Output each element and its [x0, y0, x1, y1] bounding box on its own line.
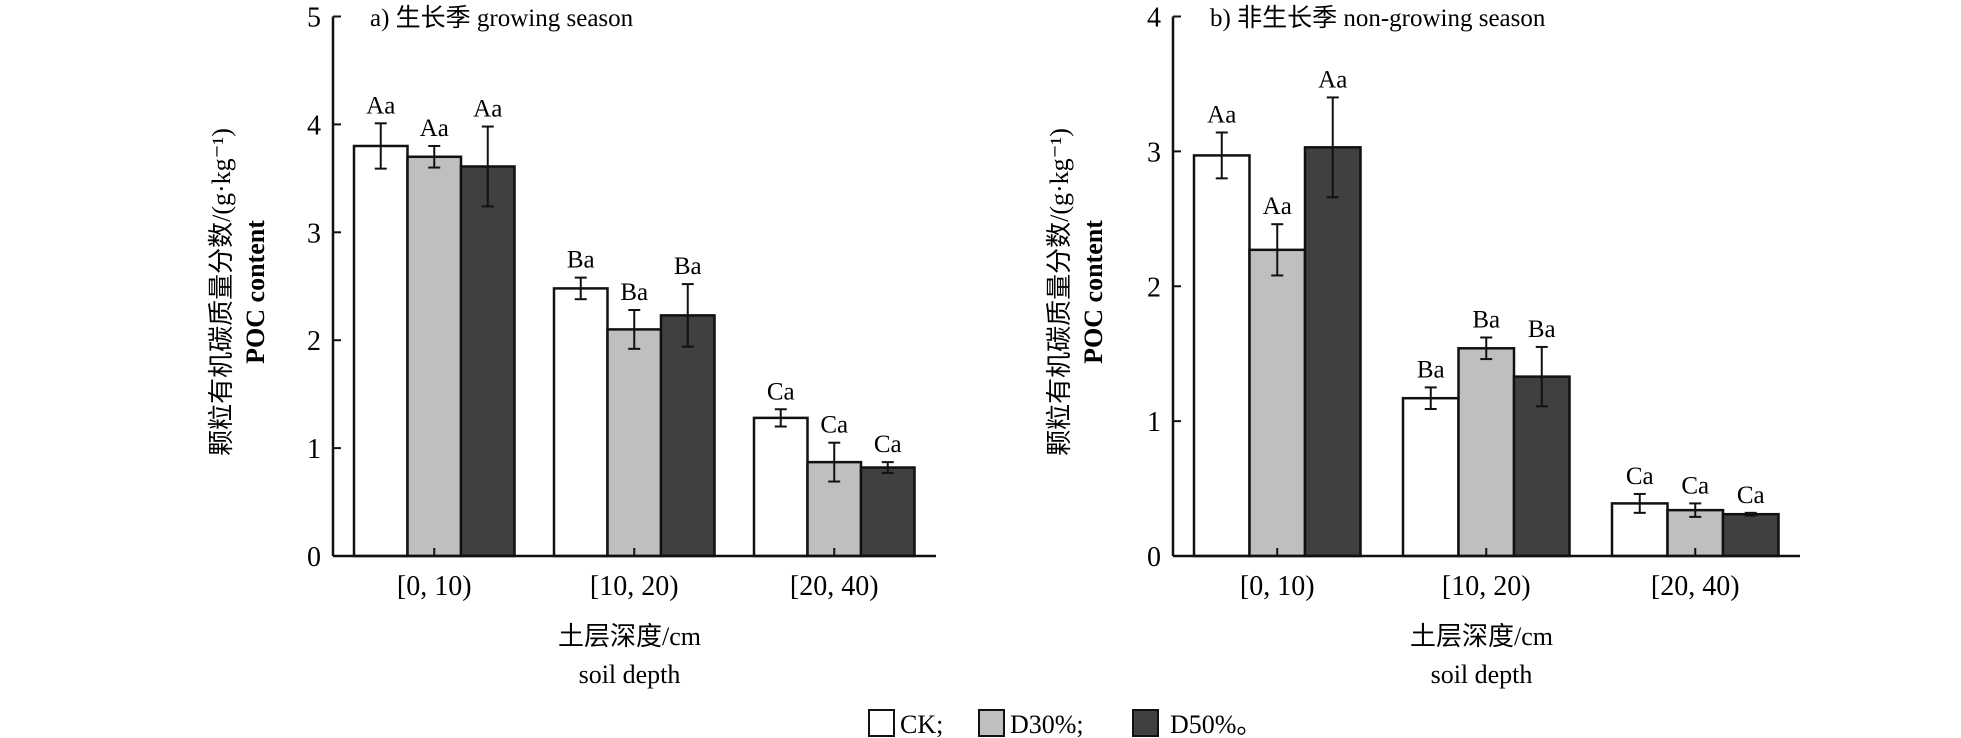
x-tick-label: [10, 20) — [590, 571, 679, 602]
y-axis-label-en: POC content — [241, 220, 270, 364]
y-tick-label: 0 — [1147, 542, 1161, 573]
x-tick-label: [10, 20) — [1442, 571, 1531, 602]
chart-title: b) 非生长季 non-growing season — [1210, 4, 1546, 32]
chart-panel-b: Aa Ba Ca Aa Ba Ca Aa Ba Ca 0 1 2 3 4 [0, 10) [10, 20) [2… — [1045, 3, 1800, 689]
significance-label: Aa — [1318, 66, 1347, 93]
significance-label: Ba — [1417, 356, 1445, 383]
bar-CK-2 — [752, 416, 809, 558]
chart-title: a) 生长季 growing season — [370, 4, 634, 32]
y-tick-label: 2 — [307, 326, 321, 357]
bar-D30-1 — [606, 328, 663, 558]
chart-panel-a: Aa Ba Ca Aa Ba Ca Aa Ba Ca 0 1 2 3 4 5 [0, 10) [10, 20) [… — [207, 3, 936, 689]
significance-label: Ca — [820, 412, 848, 439]
y-tick-label: 4 — [307, 110, 321, 141]
significance-label: Aa — [1263, 193, 1292, 220]
bar-CK-0 — [1192, 154, 1251, 558]
significance-label: Ca — [1626, 463, 1654, 490]
y-axis-label-en: POC content — [1079, 220, 1108, 364]
x-tick-label: [20, 40) — [790, 571, 879, 602]
x-axis-label: 土层深度/cm — [558, 622, 701, 651]
x-tick-label: [0, 10) — [397, 571, 472, 602]
bar-D50-0 — [459, 165, 516, 558]
y-tick-label: 3 — [307, 218, 321, 249]
bar-D50-0 — [1303, 146, 1362, 558]
legend: CK; D30%; D50%。 — [868, 709, 1262, 738]
x-axis-label: 土层深度/cm — [1410, 622, 1553, 651]
significance-label: Aa — [366, 92, 395, 119]
bar-D50-2 — [1721, 512, 1780, 558]
y-tick-label: 4 — [1147, 3, 1161, 34]
bar-D50-1 — [659, 314, 716, 558]
legend-label: D30%; — [1010, 710, 1084, 738]
legend-swatch — [978, 709, 1005, 737]
bar-D50-2 — [859, 466, 916, 558]
legend-label: CK; — [900, 710, 943, 738]
legend-label: D50%。 — [1170, 710, 1262, 738]
y-tick-label: 3 — [1147, 137, 1161, 168]
bar-CK-1 — [552, 287, 609, 558]
legend-swatch — [1132, 709, 1159, 737]
y-tick-label: 1 — [307, 434, 321, 465]
significance-label: Ba — [674, 253, 702, 280]
bar-CK-0 — [352, 144, 409, 558]
legend-swatch — [868, 709, 895, 737]
x-tick-label: [20, 40) — [1651, 571, 1740, 602]
significance-label: Ca — [767, 378, 795, 405]
significance-label: Aa — [420, 115, 449, 142]
significance-label: Aa — [473, 96, 502, 123]
significance-label: Ba — [1472, 307, 1500, 334]
bar-D30-0 — [406, 155, 463, 558]
x-axis-label-en: soil depth — [579, 660, 681, 689]
y-tick-label: 5 — [307, 3, 321, 34]
bar-D30-0 — [1248, 248, 1307, 558]
significance-label: Ca — [874, 431, 902, 458]
y-tick-label: 0 — [307, 542, 321, 573]
bar-D30-1 — [1457, 347, 1516, 558]
x-axis-label-en: soil depth — [1431, 660, 1533, 689]
y-axis-label: 颗粒有机碳质量分数/(g·kg⁻¹) — [207, 128, 236, 456]
x-tick-label: [0, 10) — [1240, 571, 1315, 602]
bar-CK-1 — [1401, 396, 1460, 558]
significance-label: Aa — [1207, 101, 1236, 128]
y-axis-label: 颗粒有机碳质量分数/(g·kg⁻¹) — [1045, 128, 1074, 456]
y-tick-label: 2 — [1147, 272, 1161, 303]
significance-label: Ba — [567, 247, 595, 274]
significance-label: Ba — [1528, 316, 1556, 343]
y-tick-label: 1 — [1147, 407, 1161, 438]
significance-label: Ba — [620, 279, 648, 306]
significance-label: Ca — [1737, 482, 1765, 509]
significance-label: Ca — [1681, 472, 1709, 499]
